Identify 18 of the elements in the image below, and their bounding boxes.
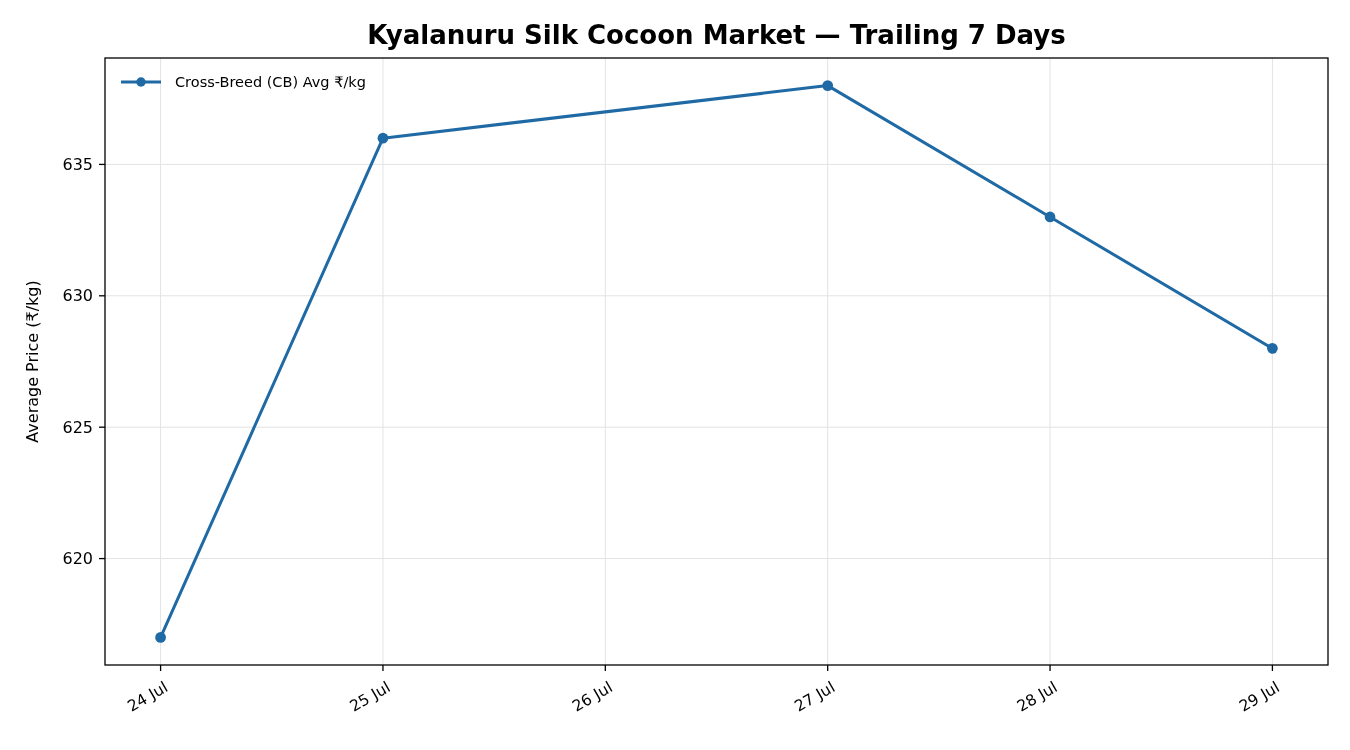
x-tick-label: 29 Jul [1236, 678, 1283, 716]
legend-label: Cross-Breed (CB) Avg ₹/kg [175, 74, 366, 91]
chart-title: Kyalanuru Silk Cocoon Market — Trailing 7 Days [367, 20, 1066, 50]
point [822, 80, 834, 91]
point [1267, 343, 1278, 354]
x-tick-label: 27 Jul [791, 678, 839, 716]
y-axis-title: Average Price (₹/kg) [23, 280, 42, 443]
point [155, 632, 166, 643]
y-tick-label: 620 [62, 549, 93, 569]
point [1044, 211, 1056, 223]
point [377, 132, 389, 144]
x-tick-label: 25 Jul [346, 678, 394, 716]
x-tick-label: 26 Jul [569, 678, 616, 716]
x-tick-label: 24 Jul [124, 678, 172, 716]
y-tick-label: 630 [62, 286, 93, 306]
y-tick-label: 635 [62, 155, 93, 175]
x-tick-label: 28 Jul [1013, 678, 1061, 716]
y-tick-label: 625 [62, 417, 93, 437]
